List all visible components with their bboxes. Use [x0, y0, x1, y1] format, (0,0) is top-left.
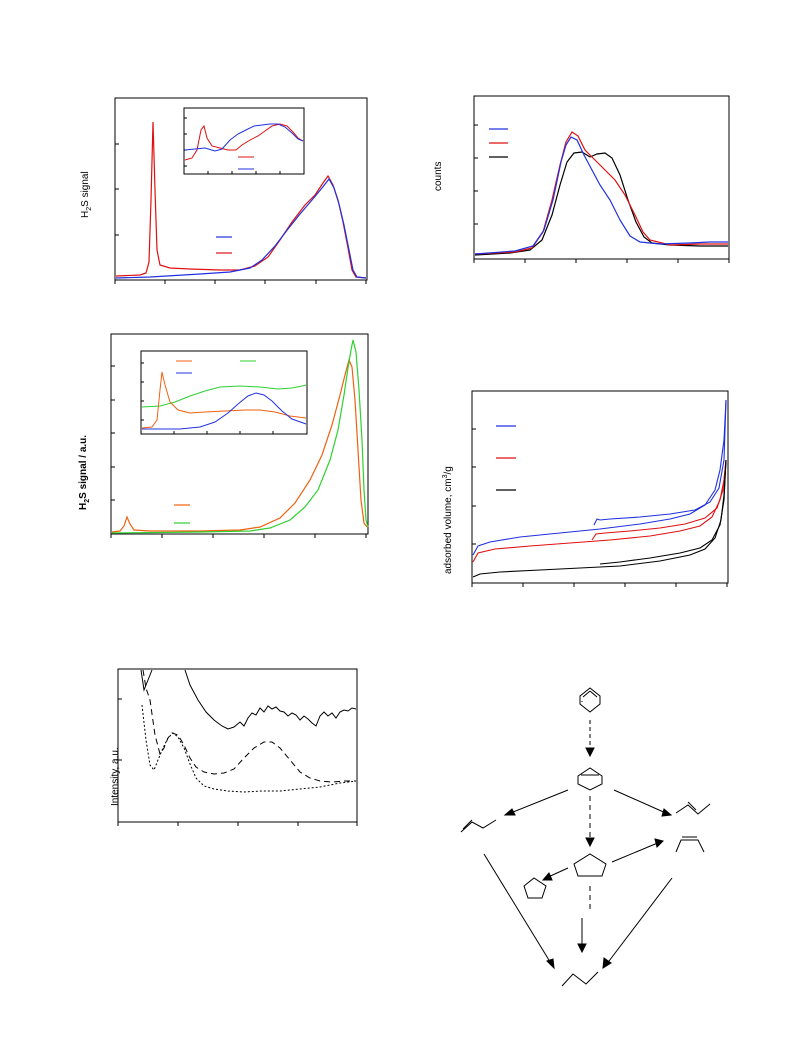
- legend-markers: [216, 236, 232, 254]
- plot-frame: [473, 95, 730, 260]
- panel-counts: counts: [433, 95, 730, 263]
- series-green-curve: [111, 339, 369, 534]
- tetrahydrothiophene-structure: [573, 853, 607, 877]
- dihydrothiophene-structure: [577, 767, 603, 791]
- arrow-to-butene-right: [613, 789, 673, 817]
- series-black-desorption: [599, 459, 727, 565]
- y-axis-label: H2S signal / a.u.: [78, 435, 91, 510]
- inset-blue-curve: [142, 392, 307, 430]
- butene-2-trans-structure: [675, 801, 711, 815]
- panel-h2s-tpr-2: H2S signal / a.u.: [78, 333, 369, 538]
- arrow-down-3: [577, 886, 591, 954]
- series-red-desorption: [591, 459, 727, 541]
- ring-structure-left: [523, 877, 547, 899]
- series-red-curve: [474, 131, 728, 255]
- y-axis-label: Intensity, a.u.: [110, 747, 121, 806]
- arrow-to-cis-butene: [611, 838, 664, 863]
- y-axis-label: adsorbed volume, cm3/g: [442, 466, 454, 574]
- inset-frame: [183, 107, 305, 175]
- arrow-from-butene1: [483, 853, 555, 970]
- panel-h2s-tpr-1: H2S signal: [80, 97, 368, 284]
- series-solid-curve: [140, 669, 357, 730]
- arrow-down-1: [585, 720, 595, 758]
- series-blue-curve: [115, 177, 367, 279]
- butene-1-structure: [460, 819, 497, 833]
- panel-adsorption: adsorbed volume, cm3/g: [442, 390, 729, 587]
- arrow-from-butene2: [602, 877, 673, 969]
- inset-frame: [140, 350, 308, 435]
- thiophene-structure: [579, 687, 601, 713]
- series-blue-desorption: [593, 399, 727, 526]
- legend-markers: [174, 504, 190, 524]
- series-blue-curve: [474, 136, 728, 255]
- x-ticks: [114, 280, 367, 284]
- plot-frame: [117, 668, 358, 823]
- inset-green-curve: [141, 384, 307, 408]
- series-black-curve: [474, 151, 728, 256]
- inset-plot: [183, 107, 305, 175]
- y-axis-label: H2S signal: [80, 171, 93, 218]
- arrow-to-thiacyclopentane: [541, 867, 569, 881]
- legend-markers: [496, 425, 516, 491]
- arrow-down-2: [585, 796, 595, 848]
- series-dashed-curve: [142, 669, 356, 783]
- inset-red-curve: [184, 123, 304, 161]
- plot-frame: [471, 390, 729, 584]
- y-axis-label: counts: [433, 162, 444, 191]
- panel-xrd: Intensity, a.u.: [110, 668, 358, 826]
- series-dotted-curve: [141, 704, 357, 793]
- inset-plot: [140, 350, 308, 435]
- series-orange-curve: [111, 358, 368, 533]
- y-ticks: [115, 97, 119, 236]
- reaction-scheme: [460, 687, 711, 987]
- inset-orange-curve: [141, 371, 307, 429]
- arrow-to-butene-left: [503, 789, 569, 816]
- butane-structure: [561, 971, 599, 987]
- series-black-adsorption: [472, 459, 727, 578]
- series-blue-adsorption: [472, 399, 727, 556]
- butene-2-cis-structure: [675, 836, 705, 853]
- plot-frame: [110, 333, 369, 535]
- inset-blue-curve: [184, 123, 304, 152]
- legend-markers: [489, 128, 508, 158]
